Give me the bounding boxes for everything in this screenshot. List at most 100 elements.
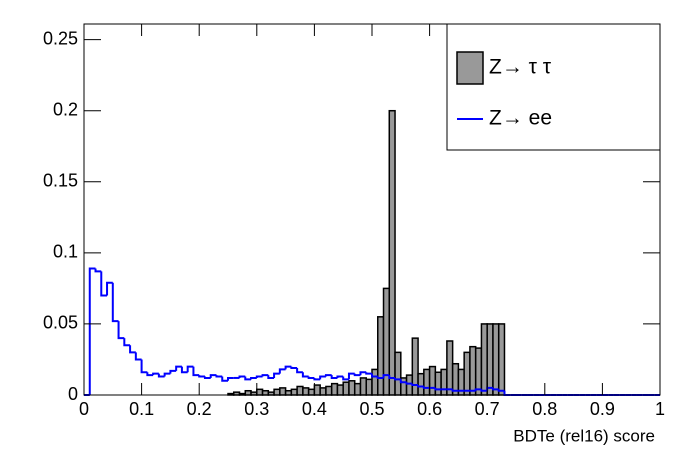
histogram-bar (388, 109, 396, 396)
histogram-step (244, 376, 252, 381)
histogram-bar (302, 387, 310, 396)
histogram-step (140, 359, 148, 374)
x-tick-label: 0.4 (302, 399, 327, 419)
histogram-bar (353, 382, 362, 396)
x-tick-label: 0.6 (417, 399, 442, 419)
legend-swatch (456, 51, 484, 85)
histogram-step (267, 375, 275, 379)
histogram-bar (261, 389, 270, 396)
histogram-step (175, 365, 182, 371)
histogram-step (388, 375, 396, 379)
histogram-step (480, 389, 488, 392)
histogram-bar (313, 384, 321, 396)
histogram-bar (319, 387, 327, 396)
histogram-bar (469, 345, 477, 396)
histogram-bar (330, 382, 339, 396)
histogram-bar (434, 371, 442, 396)
histogram-bar (256, 388, 264, 396)
histogram-step (106, 281, 113, 296)
x-tick-label: 0.2 (187, 399, 212, 419)
histogram-step (296, 367, 303, 374)
histogram-bar (423, 368, 431, 396)
histogram-step (261, 374, 269, 377)
histogram-step (186, 365, 194, 373)
histogram-step (434, 387, 442, 391)
y-tick-label: 0.1 (53, 242, 78, 262)
x-tick-label: 0.9 (590, 399, 615, 419)
histogram-step (152, 372, 159, 376)
histogram-bar (359, 377, 367, 396)
histogram-step (111, 282, 119, 323)
histogram-step (123, 338, 131, 347)
histogram-step (330, 375, 338, 379)
histogram-step (451, 389, 459, 392)
histogram-step (301, 372, 309, 378)
histogram-bar (428, 365, 437, 396)
x-tick-label: 0.5 (359, 399, 384, 419)
x-tick-label: 0.8 (532, 399, 557, 419)
histogram-step (134, 352, 142, 361)
y-tick-label: 0.15 (43, 171, 78, 191)
histogram-step (192, 366, 200, 377)
histogram-bar (497, 323, 506, 396)
histogram-step (273, 372, 280, 378)
histogram-step (94, 268, 102, 273)
histogram-step (313, 377, 321, 381)
histogram-step (394, 377, 401, 381)
legend-label: Z→ ee (489, 107, 552, 130)
histogram-step (203, 376, 211, 379)
legend-label: Z→ τ τ (489, 56, 552, 79)
histogram-bar (273, 388, 281, 396)
histogram-step (129, 345, 136, 354)
x-tick-label: 0.3 (244, 399, 269, 419)
histogram-step (157, 373, 165, 378)
histogram-step (238, 375, 246, 378)
histogram-bar (480, 323, 488, 396)
histogram-step (227, 376, 234, 381)
histogram-step (290, 366, 298, 369)
histogram-bar (382, 287, 391, 396)
histogram-bar (279, 387, 287, 396)
histogram-step (491, 387, 499, 391)
histogram-step (100, 271, 108, 297)
histogram-step (215, 375, 223, 378)
histogram-bar (446, 340, 454, 396)
histogram-step (382, 374, 390, 378)
histogram-step (474, 388, 482, 391)
histogram-step (347, 372, 355, 380)
x-tick-label: 0.1 (129, 399, 154, 419)
histogram-bar (290, 388, 298, 396)
histogram-bar (296, 385, 304, 396)
y-tick-label: 0.25 (43, 28, 78, 48)
histogram-step (278, 368, 286, 374)
histogram-bar (492, 323, 500, 396)
histogram-step (376, 376, 384, 379)
histogram-step (180, 366, 188, 374)
histogram-step (411, 383, 419, 387)
histogram-bar (336, 384, 344, 396)
histogram-step (319, 375, 326, 380)
histogram-step (209, 374, 217, 378)
histogram-bar (371, 368, 379, 396)
histogram-step (324, 374, 332, 377)
histogram-step (198, 375, 205, 378)
histogram-step (503, 390, 511, 396)
y-tick-label: 0.05 (43, 313, 78, 333)
y-tick-label: 0 (68, 384, 78, 404)
histogram-step (353, 373, 361, 377)
x-axis-label: BDTe (rel16) score (513, 426, 655, 445)
x-tick-label: 1 (655, 399, 665, 419)
histogram-step (342, 376, 349, 381)
x-tick-label: 0.7 (475, 399, 500, 419)
histogram-bar (244, 389, 252, 396)
histogram-bar (417, 372, 425, 396)
histogram-bar (486, 323, 494, 396)
histogram-bar (463, 351, 471, 396)
histogram-step (371, 373, 378, 378)
histogram-step (255, 375, 263, 378)
legend: Z→ τ τ Z→ ee (446, 23, 661, 151)
histogram-step (399, 379, 407, 384)
histogram-step (88, 267, 96, 395)
histogram-step (117, 321, 125, 340)
y-tick-label: 0.2 (53, 99, 78, 119)
